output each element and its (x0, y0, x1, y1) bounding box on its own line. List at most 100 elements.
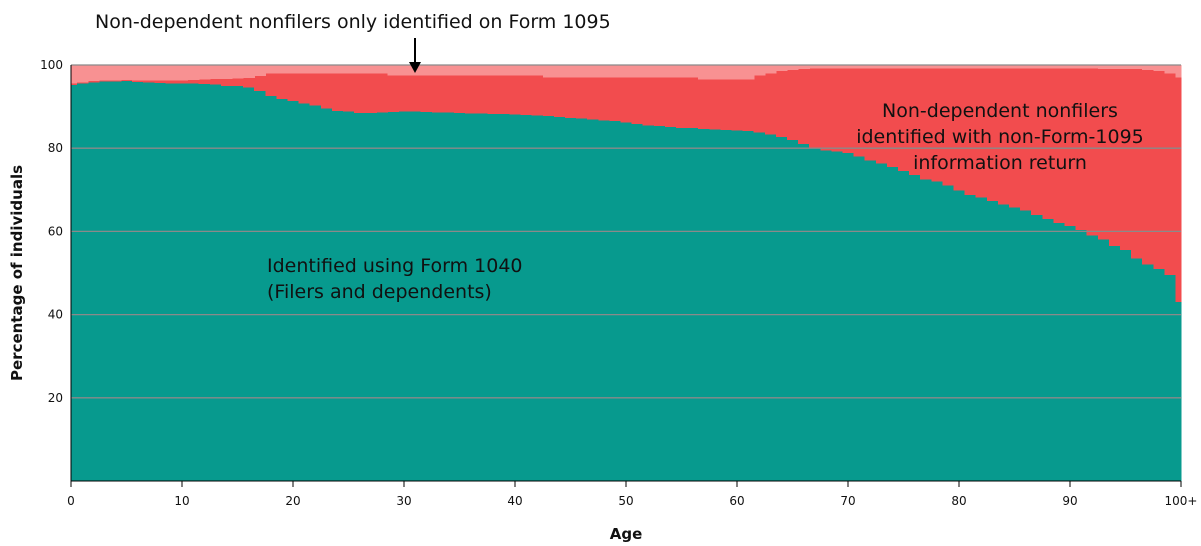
area-step (1020, 68, 1032, 211)
area-step (365, 73, 377, 113)
area-step (387, 65, 400, 76)
x-tick-label: 50 (618, 494, 633, 508)
area-step (664, 65, 677, 78)
area-step (231, 86, 244, 481)
area-step (187, 65, 200, 80)
area-step (620, 122, 633, 482)
area-step (342, 73, 355, 112)
top-annotation: Non-dependent nonfilers only identified … (95, 11, 611, 33)
area-step (320, 108, 333, 481)
area-step (698, 65, 710, 80)
area-step (897, 171, 910, 481)
area-step (764, 134, 777, 482)
area-step (198, 79, 211, 85)
x-tick-label: 80 (951, 494, 966, 508)
area-step (331, 65, 344, 74)
area-step (942, 68, 955, 186)
y-tick-label: 80 (48, 141, 63, 155)
area-step (786, 65, 799, 70)
x-tick-label: 30 (396, 494, 411, 508)
area-step (1008, 65, 1021, 69)
area-step (997, 68, 1010, 205)
area-step (587, 119, 599, 481)
area-step (176, 80, 189, 84)
area-step (875, 65, 888, 69)
area-step (564, 77, 577, 118)
area-step (476, 65, 488, 76)
area-step (953, 68, 966, 191)
area-step (87, 65, 100, 81)
area-step (254, 76, 266, 91)
area-step (98, 80, 111, 82)
area-step (653, 65, 666, 78)
area-step (731, 130, 744, 481)
x-tick-label: 90 (1062, 494, 1077, 508)
area-step (1164, 275, 1177, 481)
area-step (354, 73, 366, 113)
area-step (1131, 258, 1143, 481)
area-step (342, 111, 355, 481)
area-step (231, 65, 244, 79)
area-step (398, 65, 411, 76)
area-step (398, 111, 411, 481)
area-step (398, 75, 411, 112)
area-step (465, 113, 477, 482)
area-step (1075, 65, 1088, 69)
area-step (653, 126, 666, 481)
area-step (997, 204, 1010, 482)
area-step (897, 68, 910, 172)
area-step (442, 75, 455, 113)
series-label: identified with non-Form-1095 (856, 126, 1144, 148)
area-step (542, 116, 555, 481)
area-step (498, 114, 511, 481)
x-tick-label: 100+ (1165, 494, 1198, 508)
area-step (875, 163, 888, 482)
area-step (298, 65, 311, 74)
area-step (675, 127, 688, 481)
area-step (587, 77, 599, 120)
y-tick-label: 100 (40, 58, 63, 72)
area-step (71, 83, 78, 85)
area-step (964, 68, 977, 195)
area-step (831, 151, 844, 481)
area-step (598, 77, 610, 121)
area-step (1020, 210, 1032, 481)
area-step (798, 69, 810, 145)
area-step (842, 153, 855, 481)
area-step (309, 65, 322, 74)
area-step (276, 73, 289, 100)
y-tick-label: 60 (48, 224, 63, 238)
area-step (1042, 218, 1054, 482)
area-step (154, 80, 166, 83)
area-step (1175, 65, 1182, 78)
area-step (920, 68, 932, 180)
area-step (986, 65, 999, 69)
area-step (209, 84, 222, 481)
area-step (798, 144, 810, 482)
area-step (1097, 69, 1110, 240)
area-step (209, 79, 222, 85)
area-step (1108, 65, 1121, 70)
area-step (498, 75, 511, 115)
area-step (120, 81, 133, 481)
area-step (187, 83, 200, 481)
area-step (1153, 71, 1165, 269)
area-step (1164, 65, 1177, 74)
area-step (1097, 239, 1110, 481)
area-step (287, 73, 300, 102)
area-step (687, 77, 699, 129)
area-step (76, 83, 89, 481)
area-step (576, 65, 588, 78)
area-step (687, 65, 699, 78)
area-step (631, 77, 644, 125)
area-step (87, 80, 100, 83)
area-step (1175, 302, 1182, 481)
area-step (731, 65, 744, 80)
area-step (476, 75, 488, 114)
area-step (675, 65, 688, 78)
area-step (1119, 250, 1132, 481)
area-step (453, 75, 466, 113)
area-step (820, 68, 832, 151)
area-step (420, 65, 433, 76)
area-step (198, 65, 211, 80)
